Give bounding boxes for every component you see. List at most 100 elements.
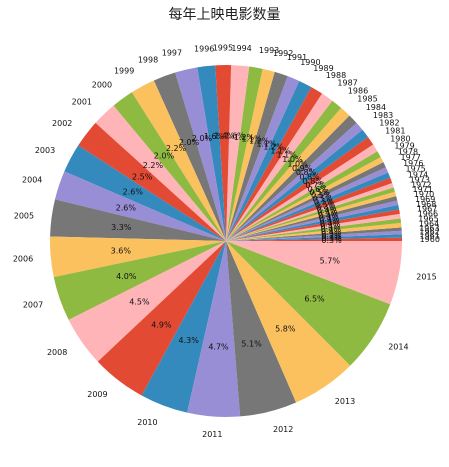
pct-label-2007: 4.0% bbox=[116, 272, 137, 281]
year-label-1961: 1961 bbox=[420, 231, 440, 240]
pie-wedge-2002 bbox=[78, 122, 226, 241]
pct-label-2002: 2.5% bbox=[132, 173, 153, 182]
year-label-1965: 1965 bbox=[418, 215, 438, 224]
pct-label-2000: 2.0% bbox=[154, 152, 175, 161]
pie-wedge-2009 bbox=[97, 241, 226, 396]
year-label-1971: 1971 bbox=[413, 185, 433, 194]
pct-label-1983: 0.8% bbox=[296, 168, 317, 177]
pie-wedge-1964 bbox=[226, 222, 402, 241]
year-label-2003: 2003 bbox=[35, 146, 55, 155]
year-label-1990: 1990 bbox=[300, 58, 320, 67]
pie-wedge-1987 bbox=[226, 93, 333, 241]
year-label-2002: 2002 bbox=[52, 119, 72, 128]
year-label-1976: 1976 bbox=[403, 159, 423, 168]
year-label-1962: 1962 bbox=[419, 228, 439, 237]
year-label-1992: 1992 bbox=[273, 49, 293, 58]
year-label-1964: 1964 bbox=[419, 220, 439, 229]
pie-wedge-1999 bbox=[131, 80, 226, 241]
pie-wedge-1969 bbox=[226, 200, 399, 241]
pct-label-1994: 1.6% bbox=[224, 132, 245, 141]
pct-label-1987: 1.1% bbox=[277, 151, 298, 160]
pct-label-2001: 2.2% bbox=[143, 161, 164, 170]
year-label-2015: 2015 bbox=[416, 272, 436, 281]
year-label-2000: 2000 bbox=[92, 80, 112, 89]
pie-wedge-1992 bbox=[226, 68, 275, 241]
year-label-1984: 1984 bbox=[366, 103, 386, 112]
pie-wedge-2005 bbox=[50, 199, 227, 241]
pct-label-1969: 0.4% bbox=[319, 214, 340, 223]
pct-label-1988: 1.1% bbox=[270, 147, 291, 156]
pie-wedge-1977 bbox=[226, 162, 386, 241]
pie-wedge-1989 bbox=[226, 80, 312, 241]
pie-wedge-1985 bbox=[226, 107, 350, 241]
pct-label-1979: 0.6% bbox=[308, 185, 329, 194]
year-label-2006: 2006 bbox=[13, 255, 33, 264]
pie-wedge-1972 bbox=[226, 187, 395, 241]
pie-wedge-1995 bbox=[215, 64, 232, 241]
year-label-1997: 1997 bbox=[162, 49, 182, 58]
pct-label-1960: 0.3% bbox=[321, 236, 342, 245]
year-label-1991: 1991 bbox=[287, 53, 307, 62]
pct-label-1996: 1.6% bbox=[204, 132, 225, 141]
pie-wedge-1961 bbox=[226, 234, 402, 241]
pie-wedge-2000 bbox=[113, 92, 226, 241]
pct-label-1962: 0.3% bbox=[321, 232, 342, 241]
pct-label-2010: 4.3% bbox=[179, 336, 200, 345]
year-label-2014: 2014 bbox=[388, 343, 408, 352]
year-label-1963: 1963 bbox=[419, 224, 439, 233]
pie-wedge-1974 bbox=[226, 177, 393, 241]
pct-label-1985: 1.0% bbox=[287, 159, 308, 168]
year-label-1973: 1973 bbox=[410, 176, 430, 185]
pie-wedge-1986 bbox=[226, 100, 342, 242]
pie-wedge-1967 bbox=[226, 209, 400, 241]
pct-label-1978: 0.5% bbox=[309, 188, 330, 197]
pie-wedge-2012 bbox=[226, 241, 297, 417]
year-label-1998: 1998 bbox=[138, 56, 158, 65]
pct-label-1982: 0.8% bbox=[299, 172, 320, 181]
pct-label-1961: 0.3% bbox=[321, 234, 342, 243]
year-label-2005: 2005 bbox=[14, 212, 34, 221]
pct-label-1965: 0.4% bbox=[321, 225, 342, 234]
percentage-labels: 0.3%0.3%0.3%0.3%0.4%0.4%0.4%0.4%0.4%0.4%… bbox=[111, 131, 343, 351]
year-label-2013: 2013 bbox=[335, 397, 355, 406]
pct-label-1981: 0.8% bbox=[303, 177, 324, 186]
pie-wedge-1963 bbox=[226, 227, 402, 241]
pie-wedge-2004 bbox=[54, 171, 226, 241]
year-label-1996: 1996 bbox=[194, 45, 214, 54]
pct-label-1963: 0.3% bbox=[321, 230, 342, 239]
pie-wedge-1973 bbox=[226, 183, 394, 241]
year-label-1999: 1999 bbox=[114, 67, 134, 76]
pie-wedge-1965 bbox=[226, 218, 402, 241]
year-label-1960: 1960 bbox=[420, 235, 440, 244]
year-label-1975: 1975 bbox=[406, 165, 426, 174]
pct-label-2015: 5.7% bbox=[320, 256, 341, 265]
year-label-1979: 1979 bbox=[394, 142, 414, 151]
pie-wedge-1983 bbox=[226, 122, 363, 241]
pie-wedge-1984 bbox=[226, 115, 357, 241]
year-label-1985: 1985 bbox=[357, 95, 377, 104]
pct-label-2003: 2.6% bbox=[123, 187, 144, 196]
pct-label-1977: 0.5% bbox=[311, 191, 332, 200]
pie-wedge-2013 bbox=[226, 241, 351, 403]
pct-label-1967: 0.4% bbox=[320, 219, 341, 228]
year-label-2012: 2012 bbox=[273, 425, 293, 434]
year-label-1967: 1967 bbox=[417, 205, 437, 214]
pie-wedge-1990 bbox=[226, 76, 300, 241]
pie-wedge-1970 bbox=[226, 196, 398, 241]
pie-wedge-1996 bbox=[197, 65, 226, 241]
year-label-1988: 1988 bbox=[326, 71, 346, 80]
pie-wedge-1968 bbox=[226, 204, 400, 241]
pct-label-1986: 1.0% bbox=[282, 155, 303, 164]
year-label-2004: 2004 bbox=[22, 176, 42, 185]
pct-label-1993: 1.2% bbox=[234, 133, 255, 142]
pie-wedge-2011 bbox=[187, 241, 241, 418]
pie-wedge-2007 bbox=[53, 241, 226, 320]
pct-label-1989: 1.2% bbox=[263, 143, 284, 152]
year-label-1970: 1970 bbox=[414, 190, 434, 199]
pct-label-1995: 1.4% bbox=[214, 131, 235, 140]
pct-label-2005: 3.3% bbox=[111, 223, 132, 232]
year-label-2007: 2007 bbox=[23, 301, 43, 310]
pie-wedge-2015 bbox=[226, 241, 402, 305]
year-label-2008: 2008 bbox=[47, 348, 67, 357]
